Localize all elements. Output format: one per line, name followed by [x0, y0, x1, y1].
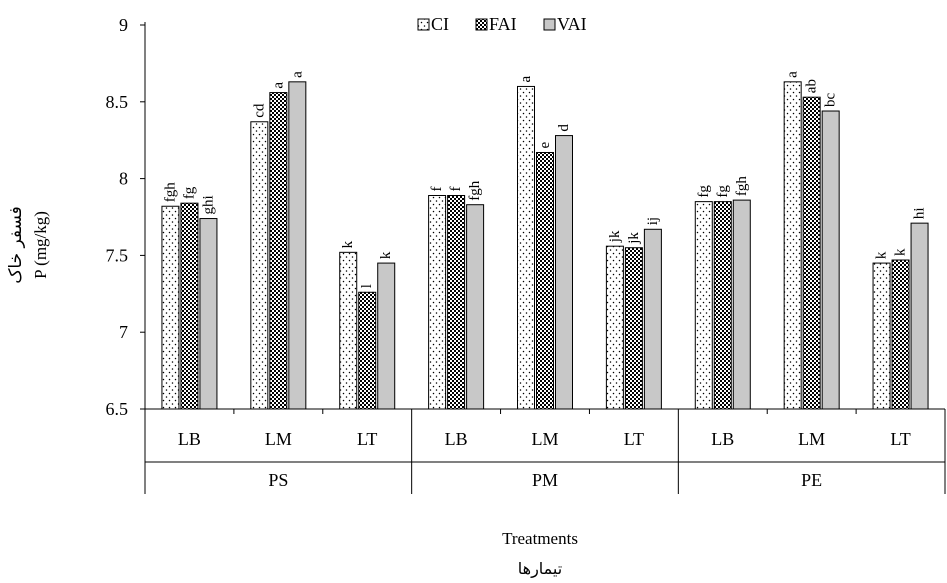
x-tick-label: LB: [711, 429, 734, 449]
x-tick-label: LM: [532, 429, 559, 449]
bar-ci: [694, 201, 713, 410]
bar-fai: [891, 259, 910, 410]
y-axis-title-persian: فسفر خاک: [6, 206, 26, 284]
bar-letter-label: bc: [823, 93, 839, 108]
bar-letter-label: k: [874, 251, 890, 259]
bar-letter-label: fg: [181, 186, 197, 199]
bar-letter-label: ab: [804, 79, 820, 93]
bar-letter-label: fgh: [162, 182, 178, 202]
bar-ci: [605, 245, 624, 410]
bar-vai: [910, 222, 929, 410]
y-tick-label: 8.5: [106, 92, 129, 112]
bar-letter-label: a: [289, 71, 305, 78]
bar-ci: [872, 262, 891, 410]
bar-letter-label: f: [448, 186, 464, 191]
legend-label-ci: CI: [431, 14, 449, 34]
bar-fai: [624, 247, 643, 410]
legend: CI FAI VAI: [417, 14, 587, 34]
y-tick-label: 7.5: [106, 245, 129, 265]
bar-fai: [713, 201, 732, 410]
x-tick-label: LT: [357, 429, 377, 449]
x-axis-title-persian: تیمارها: [518, 559, 562, 579]
bar-letter-label: l: [359, 284, 375, 288]
bar-fai: [180, 202, 199, 410]
x-tick-label: LT: [890, 429, 910, 449]
bar-letter-label: fg: [715, 185, 731, 198]
x-group-label: PS: [268, 470, 288, 490]
bar-vai: [821, 110, 840, 410]
legend-item-ci: CI: [417, 14, 449, 34]
x-tick-label: LM: [265, 429, 292, 449]
bar-fai: [447, 194, 466, 410]
x-tick-label: LB: [445, 429, 468, 449]
bar-vai: [288, 81, 307, 410]
x-tick-label: LT: [624, 429, 644, 449]
y-tick-label: 9: [119, 15, 128, 35]
legend-label-fai: FAI: [489, 14, 517, 34]
bar-vai: [466, 204, 485, 410]
bar-vai: [555, 135, 573, 410]
legend-swatch-vai: [543, 18, 556, 31]
bar-letter-label: a: [518, 75, 534, 82]
bar-letter-label: jk: [626, 232, 642, 245]
bar-letter-label: a: [785, 71, 801, 78]
y-tick-label: 8: [119, 169, 128, 189]
bar-letter-label: e: [537, 141, 553, 148]
bar-fai: [269, 92, 288, 410]
legend-swatch-fai: [475, 18, 488, 31]
bar-vai: [643, 228, 662, 410]
bar-letter-label: jk: [607, 230, 623, 243]
bar-letter-label: a: [270, 82, 286, 89]
bar-ci: [517, 85, 535, 410]
legend-swatch-ci: [417, 18, 430, 31]
legend-item-fai: FAI: [475, 14, 517, 34]
bar-letter-label: k: [340, 240, 356, 248]
bar-vai: [199, 218, 218, 410]
bar-letter-label: fgh: [734, 176, 750, 196]
x-group-label: PE: [801, 470, 822, 490]
bar-letter-label: fgh: [467, 180, 483, 200]
bar-fai: [802, 96, 821, 410]
x-tick-label: LM: [798, 429, 825, 449]
bar-ci: [250, 121, 269, 410]
legend-item-vai: VAI: [543, 14, 587, 34]
bar-letter-label: d: [556, 124, 572, 132]
x-tick-label: LB: [178, 429, 201, 449]
bar-letter-label: ghi: [200, 195, 216, 214]
bar-ci: [428, 194, 447, 410]
bar-ci: [783, 81, 802, 410]
legend-label-vai: VAI: [557, 14, 587, 34]
bar-letter-label: f: [429, 186, 445, 191]
x-axis-title: Treatments: [502, 529, 578, 548]
bar-fai: [358, 291, 377, 410]
bar-ci: [339, 251, 358, 410]
y-tick-label: 6.5: [106, 399, 129, 419]
bar-letter-label: k: [893, 248, 909, 256]
bar-letter-label: fg: [696, 185, 712, 198]
bar-vai: [377, 262, 396, 410]
bar-letter-label: cd: [251, 103, 267, 118]
bar-letter-label: hi: [912, 207, 928, 219]
bar-fai: [536, 151, 554, 410]
bar-ci: [161, 205, 180, 410]
bar-vai: [732, 199, 751, 410]
y-tick-label: 7: [119, 322, 128, 342]
x-group-label: PM: [532, 470, 558, 490]
bar-letter-label: k: [378, 251, 394, 259]
bar-letter-label: ij: [645, 217, 661, 225]
y-axis-title: P (mg/kg): [31, 211, 50, 279]
